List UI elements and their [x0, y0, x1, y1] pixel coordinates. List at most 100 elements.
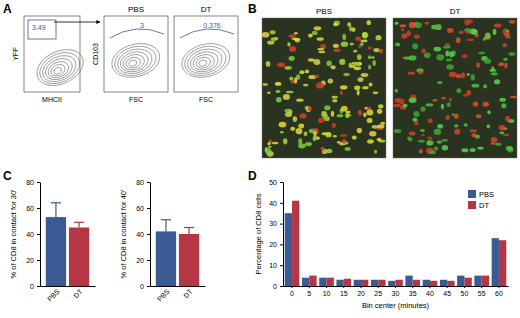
plot-frame [24, 16, 80, 92]
bar [499, 240, 506, 286]
cell [508, 52, 515, 56]
bar [482, 276, 489, 286]
error-bar-cap [184, 227, 194, 228]
cell [428, 119, 433, 124]
plot-marks [156, 220, 199, 286]
bar [69, 228, 89, 287]
cell [476, 63, 480, 68]
tick-label: 30 [392, 290, 400, 297]
bar [378, 280, 385, 286]
cell [321, 147, 325, 151]
cell [477, 147, 483, 150]
tick-label: DT [182, 287, 194, 299]
tick-mark [147, 234, 150, 235]
cell [284, 66, 291, 70]
cell [317, 48, 324, 50]
cell [505, 35, 511, 38]
tick: PBS [156, 286, 171, 303]
cell [275, 82, 282, 86]
contour [198, 59, 207, 67]
image-background [393, 18, 517, 158]
cell [446, 59, 452, 62]
plot-title: PBS [128, 5, 144, 14]
error-bar-stem [55, 203, 56, 217]
cell [433, 47, 441, 52]
gate-value: 3 [140, 22, 144, 29]
image-title: DT [450, 7, 461, 16]
tick-mark [481, 286, 482, 288]
cell [290, 127, 295, 131]
cell [452, 113, 455, 116]
tick-mark [412, 286, 413, 288]
cell [373, 48, 379, 52]
tick-label: 20 [26, 257, 34, 264]
cell [332, 123, 336, 128]
cell [467, 90, 472, 96]
cell [355, 37, 361, 41]
cell [499, 98, 506, 102]
tick-mark [147, 286, 150, 287]
bar [413, 280, 420, 286]
tick-label: DT [72, 287, 84, 299]
cell [484, 58, 491, 63]
cell [437, 81, 443, 84]
tick: 5 [307, 286, 311, 297]
cell [368, 46, 372, 49]
contour [49, 62, 67, 78]
cell [354, 85, 360, 90]
cell [334, 49, 341, 53]
cell [275, 82, 281, 85]
cell [434, 129, 442, 135]
contour [118, 49, 150, 75]
tick-label: 40 [269, 200, 277, 207]
cell [296, 128, 303, 134]
cell [498, 63, 502, 65]
tick: 0 [273, 283, 283, 290]
cell [347, 22, 351, 26]
image-title: PBS [316, 7, 332, 16]
bar [430, 281, 437, 286]
cell [510, 96, 517, 98]
cell [441, 104, 444, 109]
cell [399, 24, 406, 27]
panel-label: A [3, 2, 12, 16]
cell [363, 112, 367, 117]
cell [412, 43, 418, 49]
contour [195, 56, 212, 70]
cell [414, 35, 420, 39]
tick-label: 15 [340, 290, 348, 297]
cell [305, 70, 309, 74]
cell [434, 147, 439, 151]
legend-swatch [468, 190, 476, 198]
axis-line [284, 286, 509, 287]
cell [267, 40, 274, 44]
tick-label: 20 [269, 241, 277, 248]
tick-mark [147, 260, 150, 261]
cell [456, 37, 461, 43]
axis-line [41, 286, 96, 287]
cell [478, 52, 485, 55]
error-bar-cap [51, 202, 61, 203]
cell [289, 34, 296, 38]
contour [53, 66, 63, 75]
cell [378, 104, 383, 108]
bar [292, 201, 299, 286]
gate-value: 0.376 [203, 22, 221, 29]
gate-value: 3.49 [32, 24, 46, 31]
cell [362, 86, 368, 89]
tick-mark [309, 286, 310, 288]
cell [401, 28, 404, 31]
cell [469, 129, 477, 132]
tick: 60 [26, 205, 40, 212]
cell [435, 24, 442, 30]
cell [357, 77, 363, 82]
cell [489, 69, 496, 72]
cell [332, 99, 337, 103]
tick-label: 0 [290, 290, 294, 297]
cell [298, 138, 302, 144]
cell [312, 31, 318, 35]
cell [271, 37, 278, 41]
cell [341, 42, 348, 47]
image-background [262, 18, 386, 158]
cell [471, 84, 479, 88]
